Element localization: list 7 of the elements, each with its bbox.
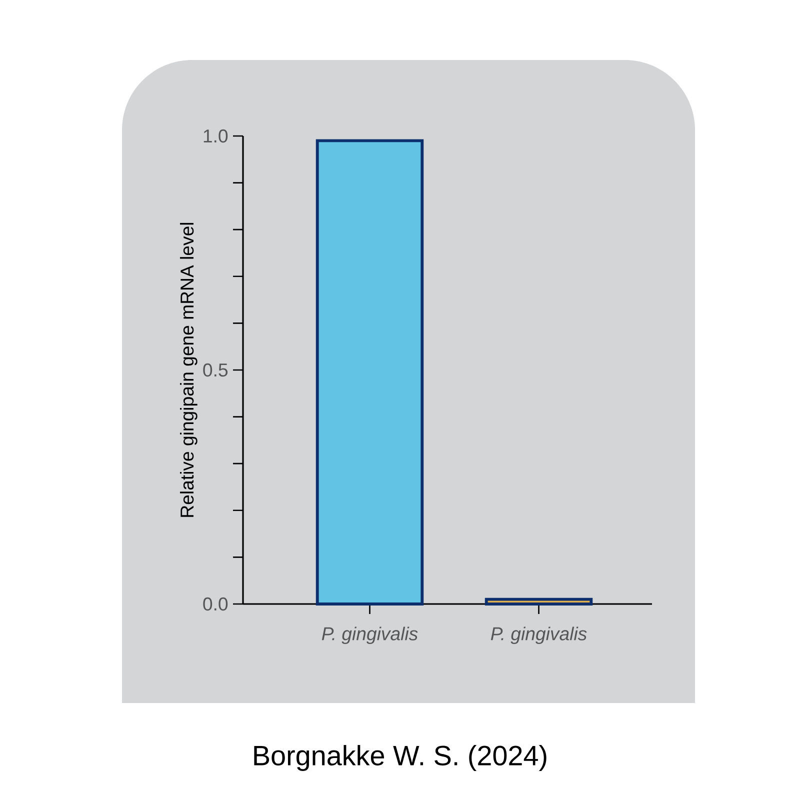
x-tick-label: P. gingivalis [490, 626, 587, 644]
x-tick-label: P. gingivalis [322, 626, 418, 644]
y-tick-label: 0.0 [203, 597, 228, 611]
y-axis-title: Relative gingipain gene mRNA level [180, 222, 198, 517]
y-tick-label: 1.0 [204, 129, 228, 143]
y-tick-label: 0.5 [203, 363, 228, 377]
text: Borgnakke W. S. (2024) [254, 745, 546, 772]
